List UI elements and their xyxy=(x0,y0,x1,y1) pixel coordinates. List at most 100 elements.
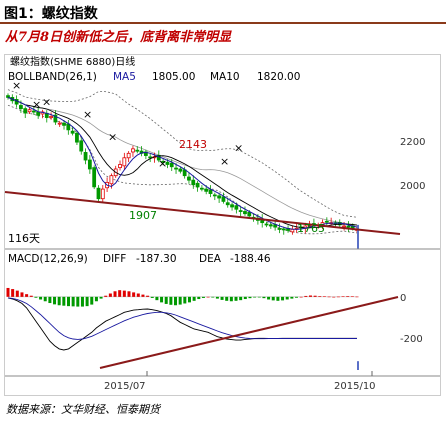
macd-bar xyxy=(169,296,173,305)
signal-marker: × xyxy=(234,142,243,155)
legend-ma5-name: MA5 xyxy=(113,71,136,83)
candle-body xyxy=(264,223,269,226)
macd-bar xyxy=(285,296,289,300)
macd-bar xyxy=(99,296,103,299)
legend-ma10-value: 1820.00 xyxy=(257,71,300,83)
macd-bar xyxy=(174,296,178,306)
candle-body xyxy=(165,161,170,165)
macd-bar xyxy=(108,293,112,297)
candle-body xyxy=(225,202,230,206)
macd-bar xyxy=(346,296,350,297)
macd-bar xyxy=(281,296,285,301)
candle-body xyxy=(346,225,351,228)
candle-body xyxy=(161,160,166,163)
macd-bar xyxy=(267,296,271,300)
macd-y-tick-0: 0 xyxy=(400,293,406,304)
x-axis: 2015/07 2015/10 xyxy=(104,371,376,392)
macd-y-axis: 0 -200 xyxy=(400,293,423,345)
macd-bar xyxy=(141,294,145,297)
macd-bar xyxy=(94,296,98,302)
macd-bar xyxy=(80,296,84,307)
macd-bar xyxy=(313,295,317,297)
macd-bar xyxy=(248,296,252,299)
candle-body xyxy=(96,187,101,200)
candle-body xyxy=(57,122,62,125)
macd-bar xyxy=(57,296,61,306)
price-legend: 螺纹指数(SHME 6880)日线 BOLLBAND(26,1) MA5 180… xyxy=(8,55,300,83)
macd-bar xyxy=(318,296,322,297)
candle-body xyxy=(79,140,84,152)
candle-body xyxy=(109,175,114,185)
macd-bar xyxy=(220,296,224,300)
legend-dea-name: DEA xyxy=(199,253,222,265)
signal-marker: × xyxy=(32,98,41,111)
candle-body xyxy=(191,179,196,186)
candle-body xyxy=(66,123,71,131)
macd-bar xyxy=(178,296,182,305)
candle-body xyxy=(234,205,239,210)
macd-bar xyxy=(150,296,154,298)
legend-series-name: 螺纹指数(SHME 6880)日线 xyxy=(10,55,135,68)
candle-body xyxy=(174,167,178,170)
x-tick-2015-10: 2015/10 xyxy=(334,381,376,392)
macd-bar xyxy=(295,296,299,298)
macd-bar xyxy=(290,296,294,299)
macd-bar xyxy=(201,296,205,298)
candle-body xyxy=(208,189,213,194)
signal-marker: × xyxy=(12,79,21,92)
candle-body xyxy=(148,156,153,159)
chart-frame xyxy=(4,54,441,396)
candle-body xyxy=(27,109,32,113)
candle-body xyxy=(62,122,66,126)
annotation-116-days: 116天 xyxy=(8,232,40,245)
candle-body xyxy=(324,220,329,223)
macd-bar xyxy=(160,296,164,303)
macd-bar xyxy=(6,287,10,297)
macd-bar xyxy=(327,296,331,298)
macd-bar xyxy=(76,296,80,307)
macd-bar xyxy=(336,296,340,298)
candle-body xyxy=(126,152,131,159)
legend-ma5-value: 1805.00 xyxy=(152,71,195,83)
data-source-note: 数据来源：文华财经、恒泰期货 xyxy=(6,403,160,416)
annotation-2143: 2143 xyxy=(179,138,207,151)
macd-bar xyxy=(127,291,131,297)
price-panel: ×× ×××× ×× xyxy=(4,79,401,249)
macd-bar xyxy=(85,296,89,307)
candle-body xyxy=(268,224,273,227)
candle-body xyxy=(92,167,97,188)
macd-bar xyxy=(197,296,201,300)
candle-body xyxy=(36,111,41,116)
macd-bar xyxy=(253,296,257,298)
macd-legend: MACD(12,26,9) DIFF -187.30 DEA -188.46 xyxy=(8,253,271,265)
ma5-line xyxy=(7,96,358,230)
signal-marker: × xyxy=(108,130,117,143)
macd-bar xyxy=(229,296,233,302)
boll-upper-line xyxy=(7,89,358,218)
macd-bar xyxy=(34,296,38,298)
legend-macd-indicator: MACD(12,26,9) xyxy=(8,253,88,265)
legend-diff-value: -187.30 xyxy=(136,253,177,265)
support-trendline xyxy=(4,191,401,235)
macd-y-tick-neg200: -200 xyxy=(400,334,423,345)
legend-indicator: BOLLBAND(26,1) xyxy=(8,71,97,83)
macd-bar xyxy=(206,296,210,298)
candle-body xyxy=(118,164,122,169)
candle-body xyxy=(169,162,174,168)
macd-bar xyxy=(183,296,187,304)
macd-bar xyxy=(62,296,66,306)
y-tick-2200: 2200 xyxy=(400,137,425,148)
candle-body xyxy=(195,182,200,188)
macd-bar xyxy=(71,296,75,307)
macd-bar xyxy=(43,296,47,302)
macd-bar xyxy=(192,296,196,301)
signal-marker: × xyxy=(42,96,51,109)
macd-bar xyxy=(243,296,247,300)
macd-bar xyxy=(271,296,275,301)
candle-body xyxy=(31,110,36,113)
macd-bar xyxy=(322,296,326,297)
candle-body xyxy=(70,130,75,134)
candle-body xyxy=(83,152,88,161)
macd-bar xyxy=(66,296,70,307)
